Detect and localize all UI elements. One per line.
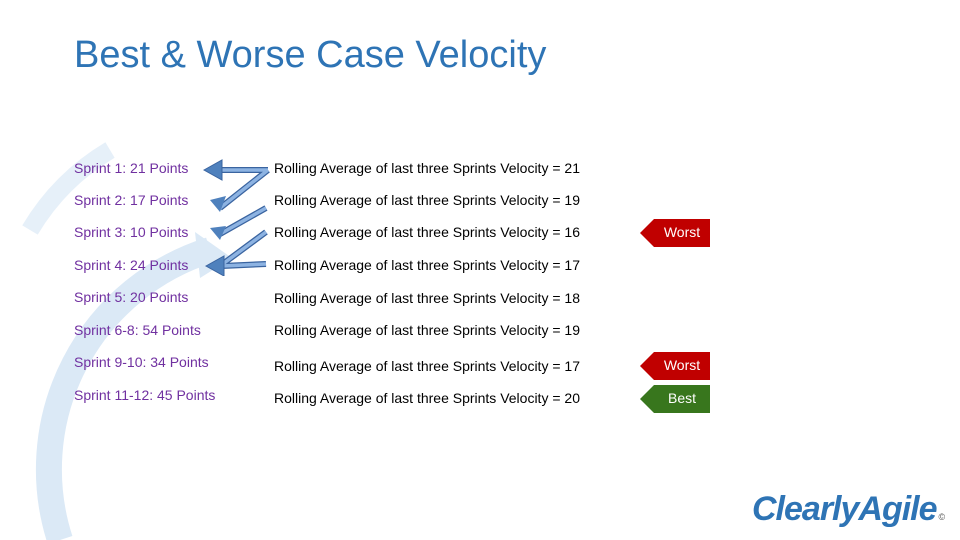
rolling-average-8: Rolling Average of last three Sprints Ve…	[274, 390, 580, 406]
rolling-average-7: Rolling Average of last three Sprints Ve…	[274, 358, 580, 374]
rolling-average-2: Rolling Average of last three Sprints Ve…	[274, 192, 580, 208]
rolling-average-1: Rolling Average of last three Sprints Ve…	[274, 160, 580, 176]
best-tag-label: Best	[667, 390, 696, 406]
rolling-average-5: Rolling Average of last three Sprints Ve…	[274, 290, 580, 306]
slide-title: Best & Worse Case Velocity	[74, 34, 547, 76]
worst-tag-2: Worst	[640, 352, 710, 380]
logo-word-agile: Agile	[858, 490, 937, 528]
sprint-label-1: Sprint 1: 21 Points	[74, 160, 189, 176]
rolling-average-3: Rolling Average of last three Sprints Ve…	[274, 224, 580, 240]
logo-word-clearly: Clearly	[752, 490, 859, 528]
clearlyagile-logo: ClearlyAgile ©	[752, 490, 946, 530]
rolling-average-4: Rolling Average of last three Sprints Ve…	[274, 257, 580, 273]
worst-tag-1-label: Worst	[663, 224, 701, 240]
sprint-label-2: Sprint 2: 17 Points	[74, 192, 189, 208]
worst-tag-1: Worst	[640, 219, 710, 247]
sprint-label-7: Sprint 9-10: 34 Points	[74, 354, 209, 370]
sprint-label-3: Sprint 3: 10 Points	[74, 224, 189, 240]
rolling-average-6: Rolling Average of last three Sprints Ve…	[274, 322, 580, 338]
sprint-label-8: Sprint 11-12: 45 Points	[74, 387, 216, 403]
sprint-label-6: Sprint 6-8: 54 Points	[74, 322, 201, 338]
sprint-label-4: Sprint 4: 24 Points	[74, 257, 189, 273]
sprint-label-5: Sprint 5: 20 Points	[74, 289, 189, 305]
logo-copyright-mark: ©	[938, 512, 946, 522]
zigzag-arrows-graphic	[202, 159, 270, 276]
worst-tag-2-label: Worst	[663, 357, 701, 373]
best-tag: Best	[640, 385, 710, 413]
